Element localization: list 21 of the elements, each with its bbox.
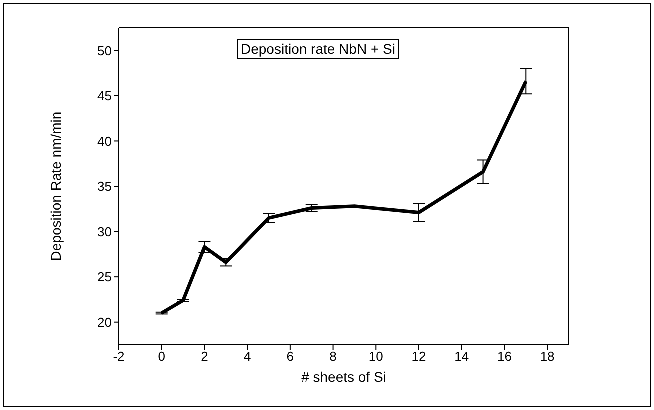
x-tick-label: 6 (286, 349, 294, 364)
y-tick-label: 40 (98, 134, 112, 149)
y-tick-label: 20 (98, 314, 112, 330)
x-tick-label: 8 (330, 349, 337, 364)
x-tick-label: 18 (540, 349, 555, 364)
y-tick-label: 45 (98, 88, 112, 104)
x-tick-label: 2 (201, 349, 208, 364)
x-tick-label: 14 (454, 349, 470, 364)
x-tick-label: 0 (158, 349, 166, 364)
x-tick-label: 12 (412, 349, 426, 364)
y-tick-label: 50 (98, 43, 112, 58)
x-tick-label: 10 (368, 349, 384, 364)
y-tick-label: 30 (98, 224, 112, 240)
y-tick-label: 35 (98, 179, 112, 194)
y-tick-label: 25 (98, 270, 112, 285)
x-tick-label: 16 (497, 349, 512, 364)
x-tick-label: -2 (113, 349, 125, 364)
y-axis-title: Deposition Rate nm/min (48, 112, 64, 262)
x-tick-label: 4 (244, 349, 252, 364)
x-axis-title: # sheets of Si (302, 369, 386, 385)
annotation: Deposition rate NbN + Si (237, 39, 400, 59)
